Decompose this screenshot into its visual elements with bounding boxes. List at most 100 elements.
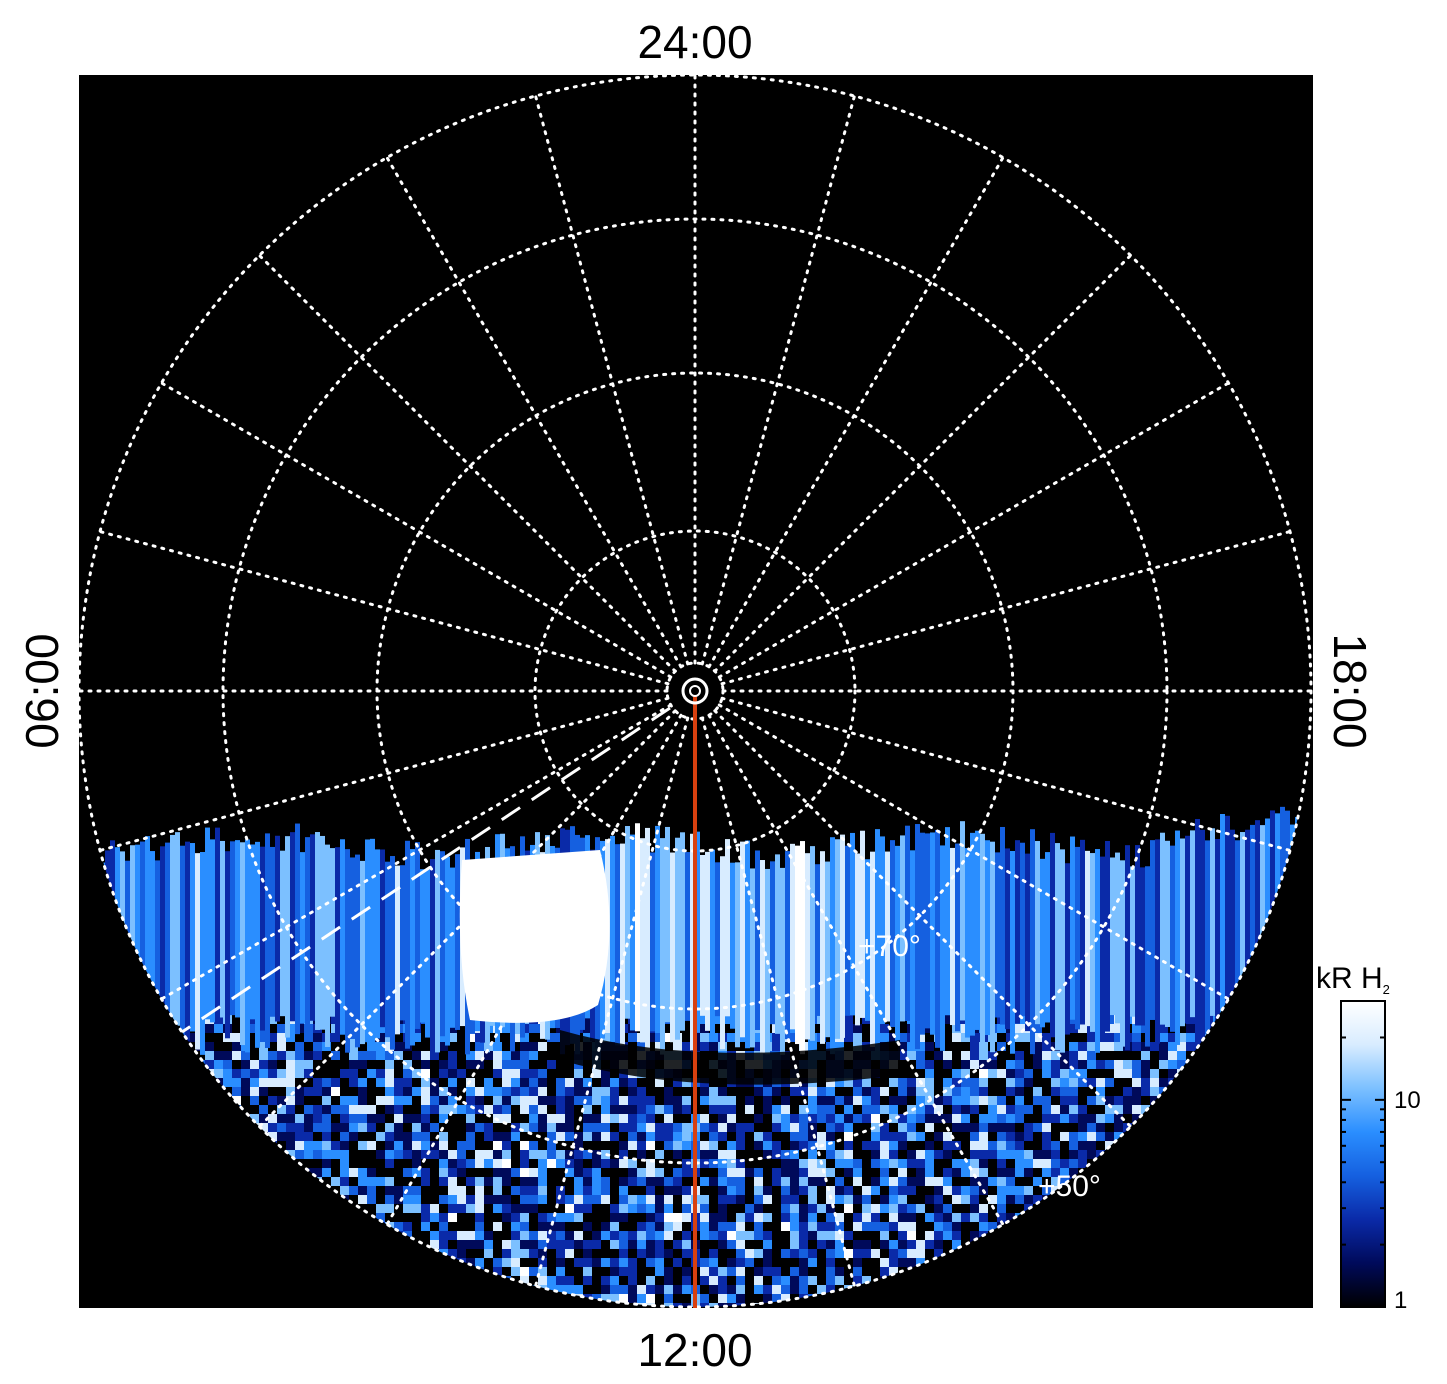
emission-streak	[615, 844, 620, 1046]
emission-pixel	[1051, 1159, 1060, 1168]
emission-pixel	[511, 1132, 520, 1141]
emission-streak	[655, 825, 660, 1032]
emission-streak	[680, 832, 685, 1031]
emission-streak	[715, 862, 720, 1017]
emission-pixel	[1015, 1168, 1024, 1177]
emission-pixel	[502, 1168, 511, 1177]
emission-pixel	[655, 1213, 664, 1222]
emission-pixel	[934, 1249, 943, 1258]
emission-pixel	[898, 1159, 907, 1168]
emission-pixel	[907, 1204, 916, 1213]
emission-streak	[815, 864, 820, 1016]
emission-pixel	[646, 1213, 655, 1222]
emission-streak	[1175, 830, 1180, 1045]
emission-pixel	[754, 1195, 763, 1204]
emission-streak	[1100, 856, 1105, 1041]
emission-pixel	[835, 1096, 844, 1105]
emission-pixel	[340, 1123, 349, 1132]
emission-pixel	[754, 1231, 763, 1240]
emission-pixel	[421, 1213, 430, 1222]
emission-pixel	[439, 1096, 448, 1105]
emission-pixel	[1132, 1033, 1141, 1042]
emission-pixel	[763, 1141, 772, 1150]
emission-pixel	[907, 1177, 916, 1186]
emission-pixel	[646, 1285, 655, 1294]
emission-pixel	[646, 1177, 655, 1186]
emission-streak	[1110, 857, 1115, 1016]
emission-pixel	[979, 1150, 988, 1159]
emission-streak	[1200, 829, 1205, 1048]
emission-streak	[865, 859, 870, 1021]
emission-pixel	[520, 1195, 529, 1204]
emission-streak	[1160, 832, 1165, 1025]
emission-pixel	[889, 1204, 898, 1213]
emission-pixel	[727, 1105, 736, 1114]
emission-pixel	[385, 1186, 394, 1195]
emission-pixel	[322, 1105, 331, 1114]
emission-pixel	[475, 1231, 484, 1240]
emission-streak	[160, 846, 165, 1045]
emission-streak	[905, 825, 910, 1021]
emission-pixel	[952, 1168, 961, 1177]
emission-streak	[430, 859, 435, 1036]
emission-pixel	[403, 1069, 412, 1078]
meridian-line	[160, 703, 673, 1001]
emission-streak	[1040, 858, 1045, 1028]
emission-streak	[250, 844, 255, 1020]
emission-pixel	[700, 1267, 709, 1276]
emission-pixel	[889, 1150, 898, 1159]
emission-pixel	[1141, 1051, 1150, 1060]
emission-pixel	[754, 1285, 763, 1294]
emission-pixel	[232, 1069, 241, 1078]
emission-pixel	[826, 1204, 835, 1213]
emission-streak	[795, 845, 800, 1045]
emission-pixel	[1105, 1105, 1114, 1114]
emission-pixel	[574, 1150, 583, 1159]
emission-pixel	[286, 1024, 295, 1033]
emission-pixel	[979, 1222, 988, 1231]
emission-pixel	[511, 1267, 520, 1276]
emission-pixel	[1114, 1114, 1123, 1123]
emission-pixel	[1159, 1042, 1168, 1051]
emission-pixel	[277, 1132, 286, 1141]
emission-streak	[350, 857, 355, 1039]
emission-pixel	[277, 1069, 286, 1078]
emission-pixel	[466, 1141, 475, 1150]
emission-streak	[875, 829, 880, 1054]
emission-pixel	[1078, 1051, 1087, 1060]
emission-pixel	[682, 1267, 691, 1276]
emission-pixel	[475, 1159, 484, 1168]
emission-pixel	[718, 1303, 727, 1307]
emission-pixel	[889, 1249, 898, 1258]
emission-pixel	[628, 1096, 637, 1105]
emission-pixel	[952, 1195, 961, 1204]
emission-streak	[220, 840, 225, 1018]
emission-pixel	[556, 1096, 565, 1105]
emission-pixel	[1123, 1069, 1132, 1078]
emission-pixel	[682, 1123, 691, 1132]
emission-pixel	[934, 1222, 943, 1231]
emission-pixel	[502, 1213, 511, 1222]
emission-pixel	[664, 1213, 673, 1222]
emission-pixel	[826, 1087, 835, 1096]
emission-pixel	[286, 1051, 295, 1060]
emission-pixel	[484, 1078, 493, 1087]
emission-pixel	[997, 1123, 1006, 1132]
emission-pixel	[916, 1114, 925, 1123]
emission-pixel	[727, 1231, 736, 1240]
emission-pixel	[259, 1123, 268, 1132]
emission-pixel	[646, 1159, 655, 1168]
emission-pixel	[943, 1168, 952, 1177]
emission-pixel	[502, 1177, 511, 1186]
emission-pixel	[484, 1105, 493, 1114]
emission-streak	[285, 836, 290, 1038]
emission-pixel	[610, 1096, 619, 1105]
emission-pixel	[727, 1258, 736, 1267]
emission-pixel	[637, 1141, 646, 1150]
emission-pixel	[286, 1114, 295, 1123]
emission-pixel	[538, 1150, 547, 1159]
emission-pixel	[412, 1051, 421, 1060]
emission-pixel	[835, 1078, 844, 1087]
emission-pixel	[430, 1213, 439, 1222]
emission-pixel	[745, 1105, 754, 1114]
